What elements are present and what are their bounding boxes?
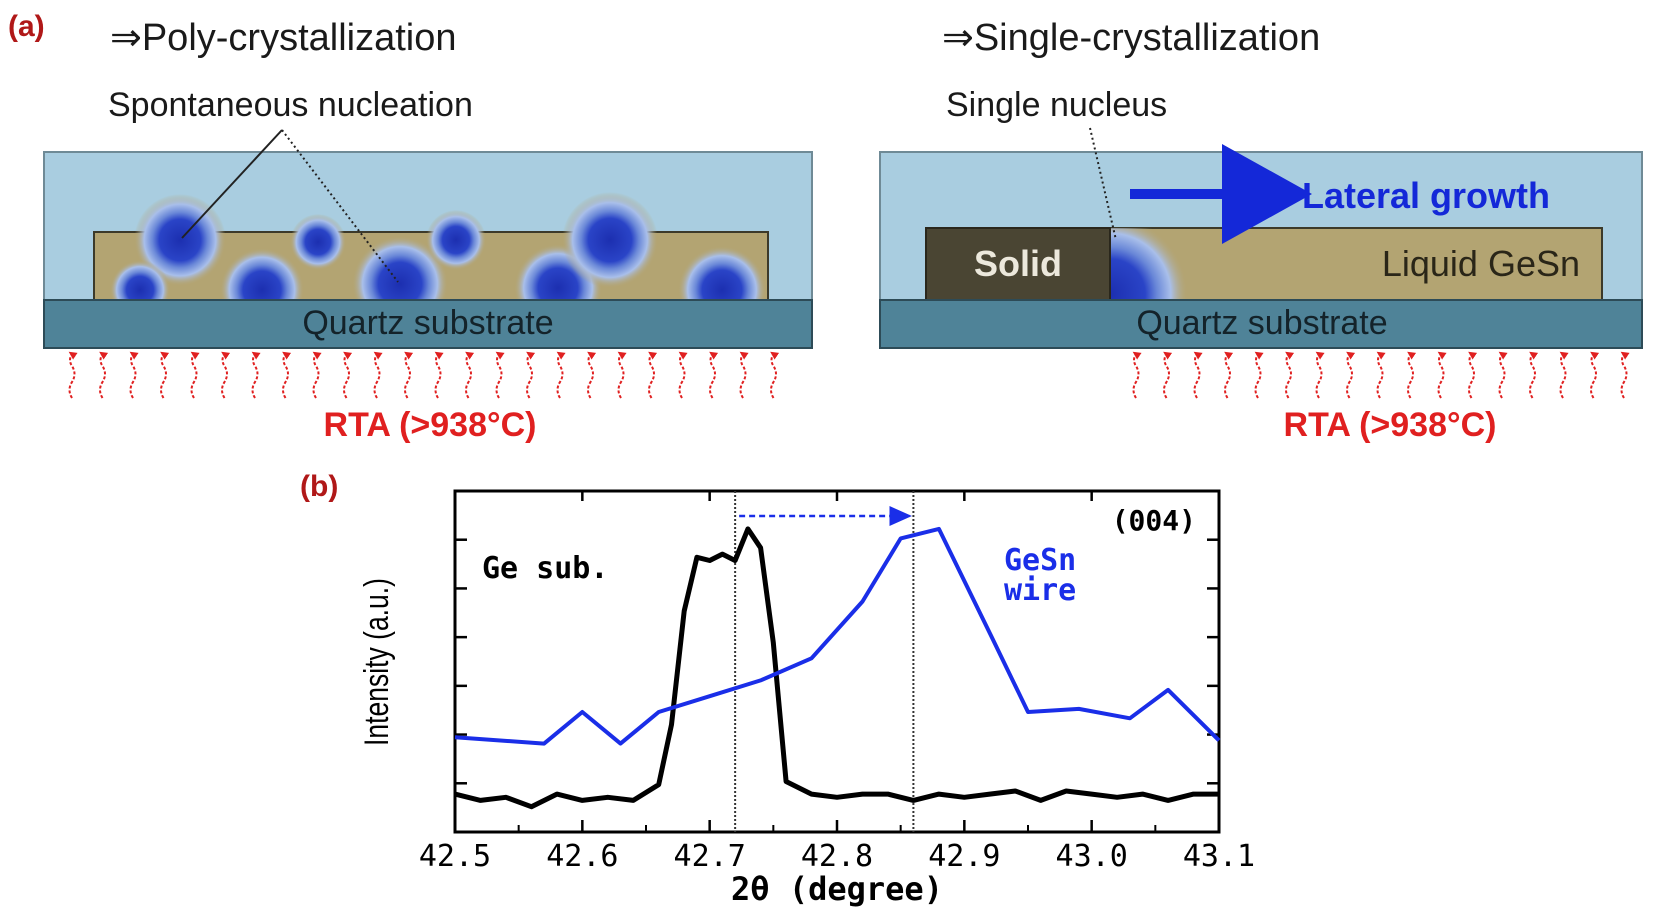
heat-arrow — [1590, 351, 1600, 399]
heat-arrow — [343, 351, 353, 399]
y-axis-ticks — [455, 538, 1219, 785]
single-crystallization-diagram: ⇒Single-crystallization Single nucleus S… — [879, 17, 1643, 444]
heat-arrow — [251, 351, 261, 399]
x-axis-title: 2θ (degree) — [731, 870, 943, 908]
heat-arrow — [770, 351, 780, 399]
reference-lines — [734, 491, 915, 832]
x-axis-ticks: 42.5 42.6 42.7 42.8 42.9 43.0 43.1 — [419, 491, 1255, 874]
heat-arrow — [1529, 351, 1539, 399]
x-tick-label: 42.5 — [419, 839, 491, 874]
heat-arrow — [1346, 351, 1356, 399]
heat-arrow — [160, 351, 170, 399]
y-axis-title: Intensity (a.u.) — [358, 578, 396, 746]
x-tick-label: 42.9 — [928, 839, 1000, 874]
panel-b-label: (b) — [300, 470, 338, 503]
heat-arrow — [190, 351, 200, 399]
nucleus-site — [134, 194, 226, 286]
nucleus-site — [426, 210, 486, 270]
single-nucleus-label: Single nucleus — [946, 86, 1167, 124]
nucleation-pointer-lines — [181, 129, 399, 283]
heat-arrow — [1407, 351, 1417, 399]
panel-a: (a) ⇒Poly-crystallization Spontaneous nu… — [8, 10, 1643, 444]
panel-a-label: (a) — [8, 10, 45, 43]
heat-arrow — [282, 351, 292, 399]
heat-arrow — [709, 351, 719, 399]
heat-arrow — [1193, 351, 1203, 399]
quartz-substrate-right — [879, 299, 1643, 349]
single-nucleus-pointer — [1089, 127, 1117, 241]
poly-crystallization-diagram: ⇒Poly-crystallization Spontaneous nuclea… — [43, 17, 813, 444]
gesn-wire-label-line2: wire — [1004, 573, 1076, 608]
solid-region — [925, 227, 1111, 303]
heat-arrow — [617, 351, 627, 399]
lateral-growth-label: Lateral growth — [1302, 175, 1550, 216]
gesn-wire-curve — [454, 526, 1221, 746]
poly-title: ⇒Poly-crystallization — [110, 17, 457, 59]
rta-left-label: RTA (>938°C) — [324, 406, 537, 444]
heat-arrow — [648, 351, 658, 399]
heat-arrow — [373, 351, 383, 399]
quartz-substrate-left — [43, 299, 813, 349]
quartz-substrate-right-label: Quartz substrate — [1136, 304, 1387, 342]
heat-arrow — [1559, 351, 1569, 399]
heat-arrow — [1132, 351, 1142, 399]
heat-arrow — [526, 351, 536, 399]
x-tick-label: 43.0 — [1056, 839, 1128, 874]
heat-arrow — [1468, 351, 1478, 399]
heat-arrow — [312, 351, 322, 399]
nucleus-site — [290, 214, 346, 270]
spontaneous-nucleation-label: Spontaneous nucleation — [108, 86, 473, 124]
heat-arrow — [739, 351, 749, 399]
heat-arrow — [129, 351, 139, 399]
rta-heat-arrows-left — [68, 351, 780, 399]
heat-arrow — [434, 351, 444, 399]
heat-arrow — [1163, 351, 1173, 399]
heat-arrow — [495, 351, 505, 399]
solid-label: Solid — [974, 243, 1062, 284]
series-group — [454, 526, 1221, 810]
liquid-gesn-label: Liquid GeSn — [1382, 243, 1580, 284]
heat-arrow — [465, 351, 475, 399]
ge-sub-label: Ge sub. — [482, 551, 608, 586]
heat-arrow — [68, 351, 78, 399]
quartz-substrate-left-label: Quartz substrate — [302, 304, 553, 342]
ge-sub-curve — [454, 526, 1219, 810]
x-tick-label: 42.6 — [546, 839, 618, 874]
rta-heat-arrows-right — [1132, 351, 1630, 399]
heat-arrow — [587, 351, 597, 399]
plot-area — [453, 489, 1221, 834]
heat-arrow — [1376, 351, 1386, 399]
heat-arrow — [556, 351, 566, 399]
heat-arrow — [1620, 351, 1630, 399]
single-title: ⇒Single-crystallization — [942, 17, 1320, 59]
heat-arrow — [404, 351, 414, 399]
heat-arrow — [1285, 351, 1295, 399]
heat-arrow — [1315, 351, 1325, 399]
heat-arrow — [1437, 351, 1447, 399]
nucleus-site — [562, 192, 658, 288]
gesn-wire-label-line1: GeSn — [1004, 543, 1076, 578]
heat-arrow — [678, 351, 688, 399]
panel-b: (b) 42.5 42.6 42.7 42.8 42.9 43.0 43.1 (004) G… — [300, 470, 1255, 908]
heat-arrow — [1254, 351, 1264, 399]
x-tick-label: 42.7 — [674, 839, 746, 874]
x-tick-label: 43.1 — [1183, 839, 1255, 874]
heat-arrow — [221, 351, 231, 399]
reflection-label: (004) — [1112, 504, 1196, 537]
xrd-chart: 42.5 42.6 42.7 42.8 42.9 43.0 43.1 (004) Ge su… — [358, 489, 1255, 908]
heat-arrow — [1224, 351, 1234, 399]
heat-arrow — [1498, 351, 1508, 399]
x-tick-label: 42.8 — [801, 839, 873, 874]
heat-arrow — [99, 351, 109, 399]
rta-right-label: RTA (>938°C) — [1284, 406, 1497, 444]
